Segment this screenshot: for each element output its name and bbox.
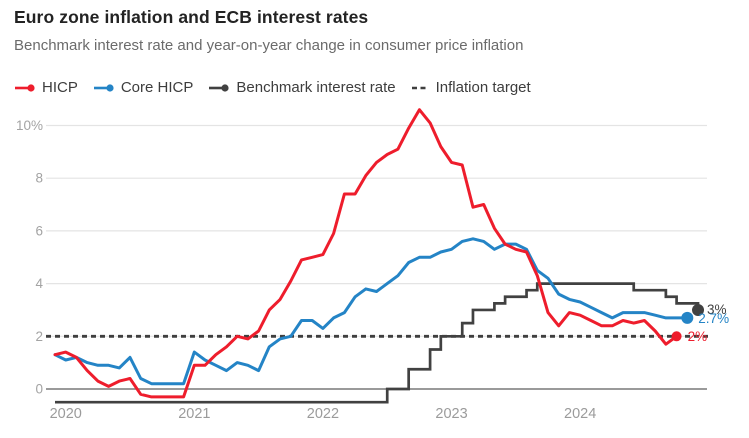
y-tick-label: 0	[35, 382, 43, 397]
legend-item-label: Core HICP	[120, 79, 194, 96]
end-dot-core-hicp	[681, 311, 694, 324]
chart-title: Euro zone inflation and ECB interest rat…	[14, 7, 369, 27]
legend-item-core-hicp: Core HICP	[93, 79, 194, 96]
hicp-line	[53, 108, 679, 399]
benchmark-interest-rate-step-line	[55, 282, 700, 404]
end-dot-hicp	[671, 331, 682, 342]
end-dot-benchmark-interest-rate	[692, 303, 705, 316]
dashed-line-marker-icon	[411, 86, 429, 89]
end-label-benchmark-interest-rate: 3%	[707, 302, 727, 317]
legend-item-inflation-target: Inflation target	[411, 79, 531, 96]
end-label-core-hicp: 2.7%	[698, 311, 729, 326]
legend: HICP Core HICP Benchmark interest rate I…	[14, 79, 531, 96]
y-tick-label: 10%	[16, 118, 43, 133]
y-tick-label: 8	[35, 171, 43, 186]
legend-item-benchmark-rate: Benchmark interest rate	[208, 79, 396, 96]
chart-subtitle: Benchmark interest rate and year-on-year…	[14, 37, 524, 54]
x-tick-label: 2021	[178, 406, 210, 422]
x-tick-label: 2020	[50, 406, 82, 422]
x-tick-label: 2024	[564, 406, 596, 422]
line-dot-marker-icon	[93, 83, 114, 92]
line-dot-marker-icon	[209, 83, 229, 92]
legend-item-label: HICP	[42, 79, 78, 96]
legend-item-hicp: HICP	[14, 79, 78, 96]
core-hicp-line	[53, 237, 689, 386]
line-dot-marker-icon	[15, 83, 35, 92]
legend-item-label: Benchmark interest rate	[236, 79, 396, 96]
x-tick-label: 2022	[307, 406, 339, 422]
x-tick-label: 2023	[435, 406, 467, 422]
y-tick-label: 6	[35, 223, 43, 238]
end-label-hicp: 2%	[688, 329, 708, 344]
legend-item-label: Inflation target	[435, 79, 531, 96]
y-tick-label: 2	[35, 329, 43, 344]
y-tick-label: 4	[35, 276, 43, 291]
